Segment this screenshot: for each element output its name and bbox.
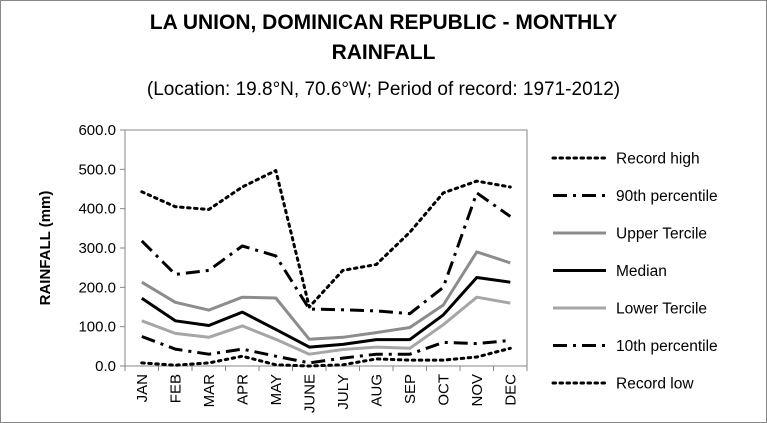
plot-area: [124, 129, 528, 367]
series-line-upper-tercile: [141, 250, 511, 341]
y-tick-label: 400.0: [78, 201, 116, 218]
legend-label-median: Median: [616, 263, 667, 280]
series-line-lower-tercile: [141, 295, 511, 356]
x-tick-label: AUG: [368, 374, 385, 407]
x-tick-label: JULY: [335, 374, 352, 410]
x-tick-label: MAY: [268, 374, 285, 405]
legend: Record high 90th percentile Upper Tercile M…: [551, 151, 718, 393]
legend-label-10th-percentile: 10th percentile: [616, 338, 718, 355]
legend-label-upper-tercile: Upper Tercile: [616, 226, 707, 243]
series-line-10th-percentile: [141, 335, 511, 365]
y-tick-label: 0.0: [95, 358, 116, 375]
x-tick-label: MAR: [201, 374, 218, 408]
series-line-median: [140, 276, 511, 349]
series-line-record-high: [140, 169, 512, 309]
series-layer: [140, 169, 512, 368]
x-tick-label: APR: [234, 374, 251, 405]
y-tick-label: 300.0: [78, 240, 116, 257]
series-line-90th-percentile: [140, 191, 512, 316]
x-tick-label: OCT: [435, 374, 452, 406]
x-tick-label: SEP: [402, 374, 419, 404]
x-tick-label: NOV: [469, 374, 486, 407]
y-tick-label: 600.0: [78, 122, 116, 139]
y-tick-label: 100.0: [78, 319, 116, 336]
series-line-record-low: [140, 346, 512, 368]
legend-label-record-low: Record low: [616, 376, 694, 393]
y-tick-label: 200.0: [78, 279, 116, 296]
x-tick-label: JAN: [134, 374, 151, 402]
chart-title: LA UNION, DOMINICAN REPUBLIC - MONTHLY R…: [0, 8, 767, 68]
y-axis-title: RAINFALL (mm): [37, 191, 54, 306]
x-tick-label: DEC: [502, 374, 519, 406]
x-tick-label: FEB: [167, 374, 184, 403]
legend-label-record-high: Record high: [616, 151, 700, 168]
legend-label-lower-tercile: Lower Tercile: [616, 301, 707, 318]
y-tick-label: 500.0: [78, 161, 116, 178]
x-tick-label: JUNE: [301, 374, 318, 413]
legend-label-90th-percentile: 90th percentile: [616, 188, 718, 205]
chart-title-line-2: RAINFALL: [331, 41, 436, 64]
axes: 0.0 100.0 200.0 300.0 400.0 500.0 600.0 JAN FEB M…: [37, 122, 528, 413]
chart-subtitle: (Location: 19.8°N, 70.6°W; Period of rec…: [146, 79, 621, 100]
chart-title-line-1: LA UNION, DOMINICAN REPUBLIC - MONTHLY: [149, 11, 618, 34]
